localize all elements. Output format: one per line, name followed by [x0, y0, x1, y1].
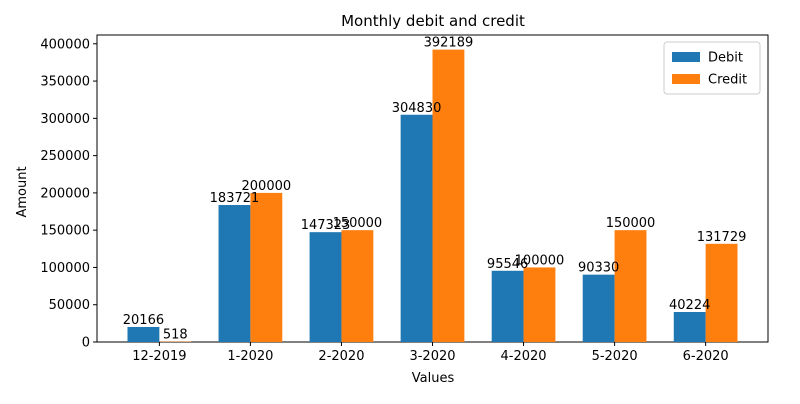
bar-credit-3-2020: [433, 50, 465, 342]
bar-credit-2-2020: [341, 230, 373, 342]
bar-credit-4-2020: [524, 267, 556, 342]
x-tick-label: 2-2020: [318, 349, 364, 364]
bar-debit-1-2020: [219, 205, 251, 342]
legend-label-debit: Debit: [708, 51, 743, 66]
bar-credit-1-2020: [250, 193, 282, 342]
data-label-debit-3-2020: 304830: [392, 101, 442, 116]
x-axis-title: Values: [412, 371, 455, 386]
bar-debit-3-2020: [401, 115, 433, 342]
legend-swatch-credit: [672, 74, 700, 84]
y-tick-label: 0: [82, 336, 90, 351]
bar-credit-5-2020: [615, 230, 647, 342]
data-label-credit-5-2020: 150000: [606, 216, 656, 231]
y-tick-label: 50000: [49, 298, 90, 313]
chart-title: Monthly debit and credit: [341, 12, 525, 30]
x-tick-label: 12-2019: [132, 349, 186, 364]
data-label-credit-6-2020: 131729: [697, 230, 747, 245]
x-tick-label: 5-2020: [592, 349, 638, 364]
x-tick-label: 6-2020: [683, 349, 729, 364]
bar-debit-5-2020: [583, 275, 615, 342]
data-label-credit-2-2020: 150000: [333, 216, 383, 231]
data-label-debit-12-2019: 20166: [123, 313, 164, 328]
legend-label-credit: Credit: [708, 73, 747, 88]
data-label-credit-4-2020: 100000: [515, 253, 565, 268]
y-tick-label: 250000: [40, 149, 90, 164]
legend: Debit Credit: [664, 42, 760, 94]
y-tick-label: 100000: [40, 261, 90, 276]
data-label-credit-3-2020: 392189: [424, 36, 474, 51]
data-label-credit-1-2020: 200000: [242, 179, 292, 194]
x-tick-label: 4-2020: [501, 349, 547, 364]
bar-debit-6-2020: [674, 312, 706, 342]
y-axis-title: Amount: [15, 166, 30, 217]
y-tick-label: 300000: [40, 112, 90, 127]
data-label-debit-5-2020: 90330: [578, 261, 619, 276]
y-tick-label: 350000: [40, 75, 90, 90]
y-tick-label: 150000: [40, 224, 90, 239]
bar-credit-6-2020: [706, 244, 738, 342]
data-label-credit-12-2019: 518: [163, 328, 188, 343]
bar-debit-2-2020: [310, 232, 342, 342]
bar-debit-12-2019: [128, 327, 160, 342]
legend-swatch-debit: [672, 52, 700, 62]
x-tick-label: 1-2020: [227, 349, 273, 364]
x-tick-label: 3-2020: [409, 349, 455, 364]
bar-debit-4-2020: [492, 271, 524, 342]
y-tick-label: 400000: [40, 37, 90, 52]
y-tick-label: 200000: [40, 186, 90, 201]
data-label-debit-6-2020: 40224: [669, 298, 710, 313]
